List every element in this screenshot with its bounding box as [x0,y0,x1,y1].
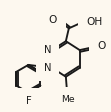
Text: O: O [97,41,106,51]
Text: N: N [44,63,51,73]
Text: OH: OH [87,17,103,27]
Text: F: F [26,97,32,107]
Text: N: N [44,45,51,55]
Text: Me: Me [61,95,75,103]
Text: O: O [49,15,57,25]
